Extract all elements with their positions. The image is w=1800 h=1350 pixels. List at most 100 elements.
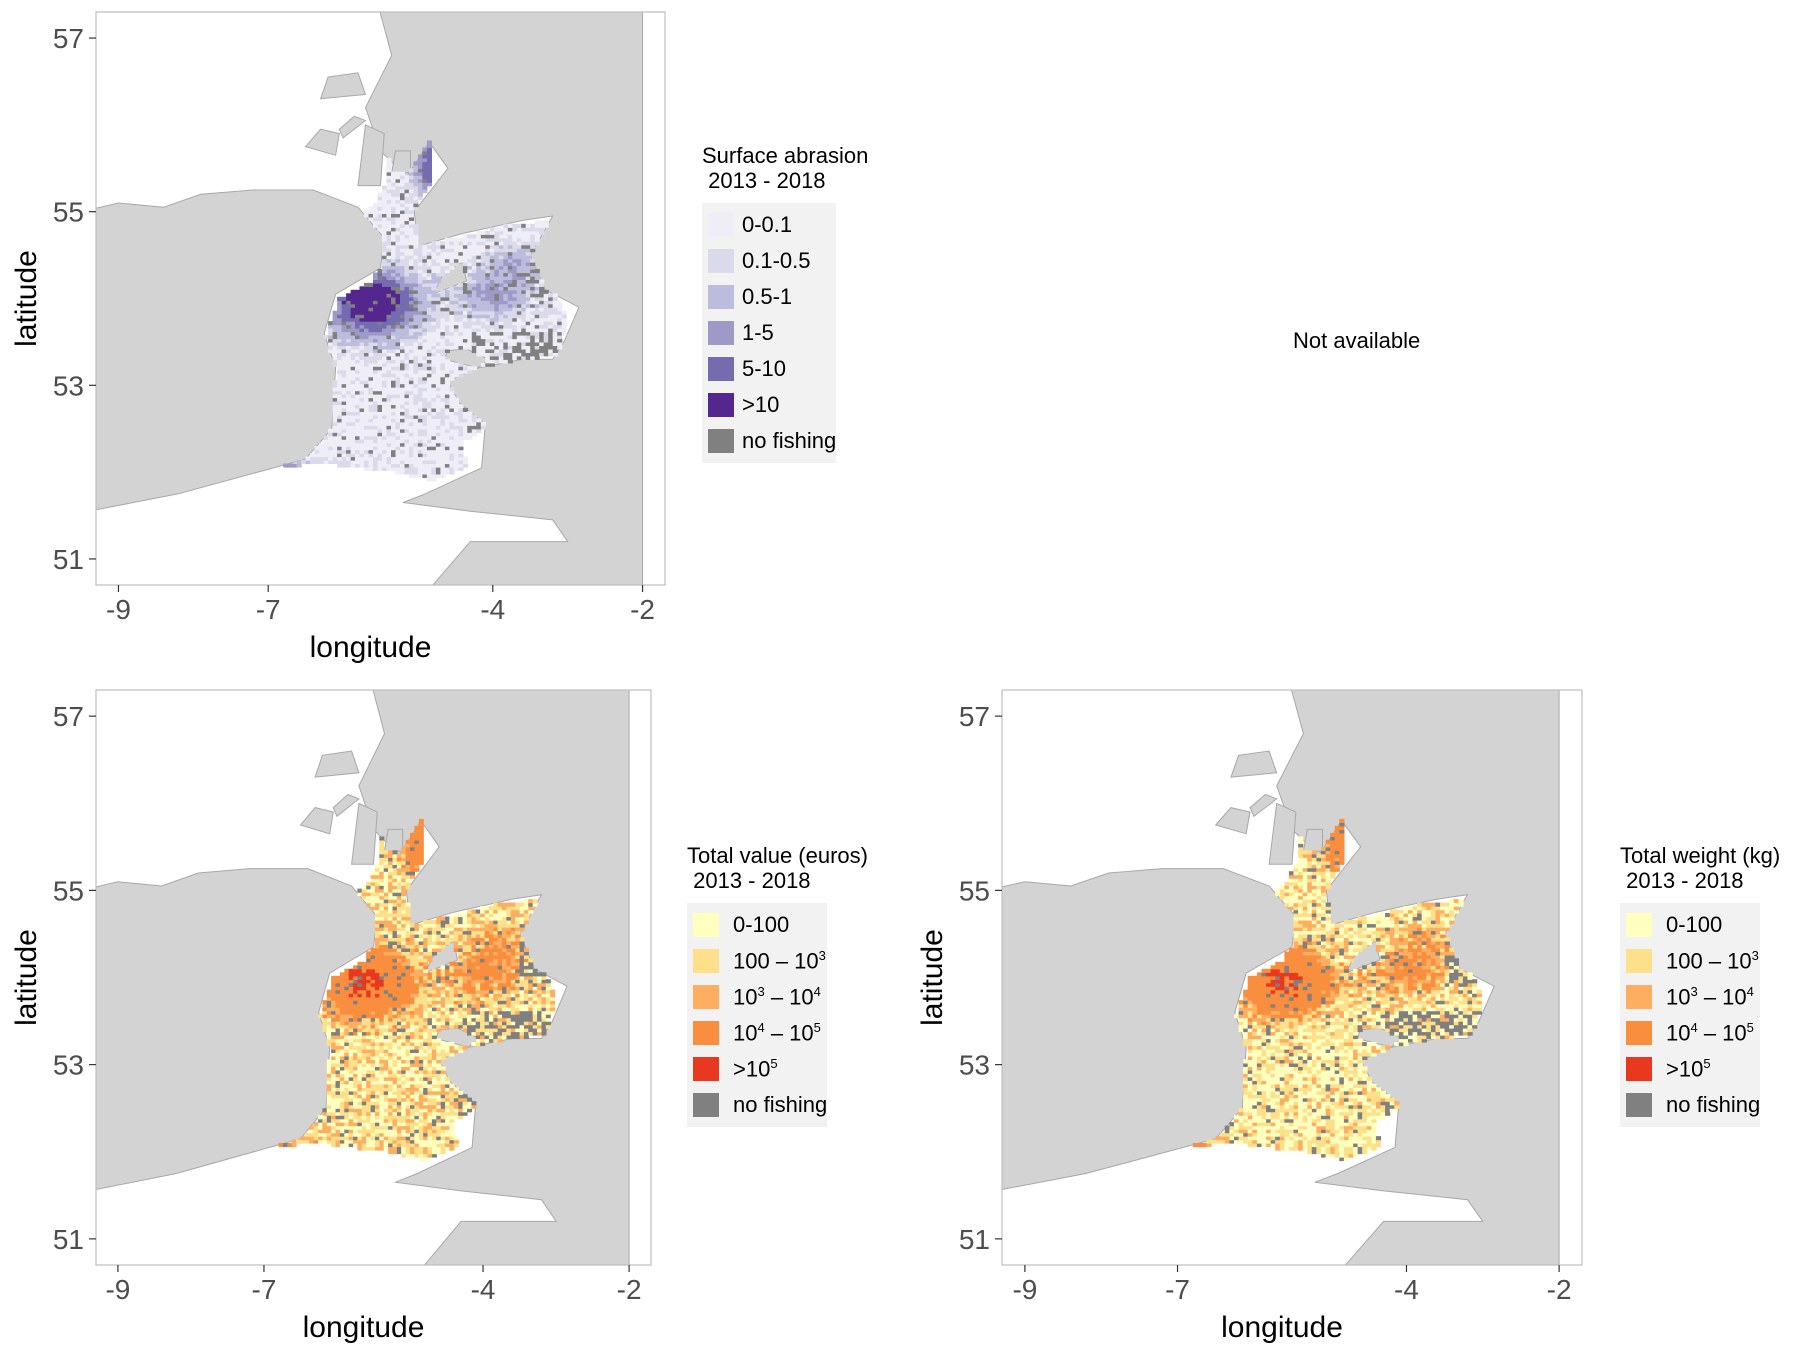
- legend-swatch: [1626, 1057, 1652, 1081]
- not-available-text: Not available: [1293, 328, 1421, 353]
- map-plot-area: [1002, 690, 1582, 1265]
- legend-item: 100 – 103: [1620, 943, 1760, 979]
- legend-label: no fishing: [742, 428, 837, 453]
- map-plot-area: [96, 690, 651, 1265]
- y-tick-label: 51: [53, 544, 84, 575]
- legend-item: >10: [702, 387, 836, 423]
- x-tick-label: -9: [105, 1274, 130, 1305]
- legend-label: 104 – 105: [1666, 1019, 1754, 1046]
- y-axis-title: latitude: [916, 929, 949, 1026]
- y-tick-label: 57: [53, 23, 84, 54]
- legend-item: no fishing: [1620, 1087, 1760, 1123]
- fishing-grid: [1192, 818, 1482, 1162]
- x-tick-label: -9: [106, 594, 131, 625]
- islay: [1214, 807, 1251, 835]
- legend-item: 0-100: [1620, 907, 1760, 943]
- y-tick-label: 55: [959, 875, 990, 906]
- map-plot-area: [96, 12, 665, 585]
- legend-label: 100 – 103: [1666, 947, 1759, 974]
- y-tick-label: 51: [53, 1224, 84, 1255]
- britain-landmass: [364, 12, 643, 585]
- legend-label: 0-100: [733, 912, 790, 937]
- legend-swatch: [708, 393, 734, 417]
- legend-label: no fishing: [733, 1092, 828, 1117]
- legend-swatch: [693, 985, 719, 1009]
- legend-item: 0-0.1: [702, 207, 836, 243]
- mull: [1230, 750, 1278, 778]
- abrasion-map: -9 -7 -4 -2 51 53 55 57 longitude latitude: [10, 11, 666, 664]
- legend-swatch: [708, 357, 734, 381]
- legend-swatch: [1626, 949, 1652, 973]
- legend-item: 103 – 104: [687, 979, 827, 1015]
- legend-item: 0.1-0.5: [702, 243, 836, 279]
- x-axis-title: longitude: [1221, 1311, 1343, 1344]
- jura: [338, 115, 367, 139]
- legend-swatch: [693, 1021, 719, 1045]
- legend-label: 1-5: [742, 320, 774, 345]
- legend-swatch: [1626, 913, 1652, 937]
- kintyre: [1268, 802, 1297, 865]
- abrasion-legend-title: Surface abrasion 2013 - 2018: [702, 143, 869, 193]
- y-tick-label: 53: [53, 1050, 84, 1081]
- legend-swatch: [693, 949, 719, 973]
- x-tick-label: -7: [1165, 1274, 1190, 1305]
- y-axis-title: latitude: [10, 250, 43, 347]
- x-tick-label: -2: [630, 594, 655, 625]
- britain-landmass: [1276, 690, 1560, 1265]
- legend-swatch: [1626, 985, 1652, 1009]
- islay: [299, 807, 334, 835]
- y-tick-label: 55: [53, 875, 84, 906]
- jura: [332, 793, 360, 818]
- weight-legend: Total weight (kg) 2013 - 2018 0-100 100 –…: [1620, 843, 1780, 1127]
- y-tick-label: 57: [53, 701, 84, 732]
- abrasion-legend: Surface abrasion 2013 - 2018 0-0.1 0.1-0.…: [702, 143, 868, 463]
- weight-legend-title: Total weight (kg) 2013 - 2018: [1620, 843, 1781, 893]
- arran: [1302, 828, 1323, 852]
- legend-swatch: [693, 913, 719, 937]
- legend-label: >10: [742, 392, 780, 417]
- legend-swatch: [1626, 1093, 1652, 1117]
- legend-item: 5-10: [702, 351, 836, 387]
- legend-item: 104 – 105: [687, 1015, 827, 1051]
- legend-swatch: [708, 321, 734, 345]
- y-axis-title: latitude: [10, 929, 43, 1026]
- y-tick-label: 57: [959, 701, 990, 732]
- legend-swatch: [708, 249, 734, 273]
- legend-item: 100 – 103: [687, 943, 827, 979]
- legend-label: 0-100: [1666, 912, 1723, 937]
- mull: [314, 750, 360, 778]
- fishing-grid: [278, 818, 556, 1162]
- plot-border: [95, 689, 652, 1266]
- legend-label: 0.5-1: [742, 284, 793, 309]
- legend-label: >105: [733, 1055, 778, 1082]
- legend-item: 1-5: [702, 315, 836, 351]
- kintyre: [351, 802, 378, 865]
- legend-item: no fishing: [687, 1087, 827, 1123]
- legend-label: >105: [1666, 1055, 1711, 1082]
- x-tick-label: -7: [252, 1274, 277, 1305]
- legend-label: 5-10: [742, 356, 787, 381]
- x-tick-label: -2: [1547, 1274, 1572, 1305]
- legend-item: >105: [687, 1051, 827, 1087]
- mull: [319, 72, 367, 100]
- x-tick-label: -4: [480, 594, 505, 625]
- islay: [304, 128, 340, 156]
- kintyre: [357, 124, 385, 187]
- legend-item: 103 – 104: [1620, 979, 1760, 1015]
- legend-item: >105: [1620, 1051, 1760, 1087]
- x-tick-label: -4: [1394, 1274, 1419, 1305]
- plot-border: [1001, 689, 1583, 1266]
- legend-item: no fishing: [702, 423, 836, 459]
- legend-swatch: [708, 285, 734, 309]
- y-tick-label: 51: [959, 1224, 990, 1255]
- legend-label: 100 – 103: [733, 947, 826, 974]
- legend-item: 0.5-1: [702, 279, 836, 315]
- legend-label: 103 – 104: [1666, 983, 1754, 1010]
- y-tick-label: 53: [959, 1050, 990, 1081]
- value-legend: Total value (euros) 2013 - 2018 0-100 100…: [687, 843, 868, 1127]
- abrasion-map-panel: -9 -7 -4 -2 51 53 55 57 longitude latitude Surfac…: [0, 0, 900, 680]
- arran: [391, 150, 411, 174]
- legend-swatch: [693, 1057, 719, 1081]
- weight-legend-items: 0-100 100 – 103 103 – 104 104 – 105 >105 no f…: [1620, 903, 1761, 1127]
- x-tick-label: -4: [471, 1274, 496, 1305]
